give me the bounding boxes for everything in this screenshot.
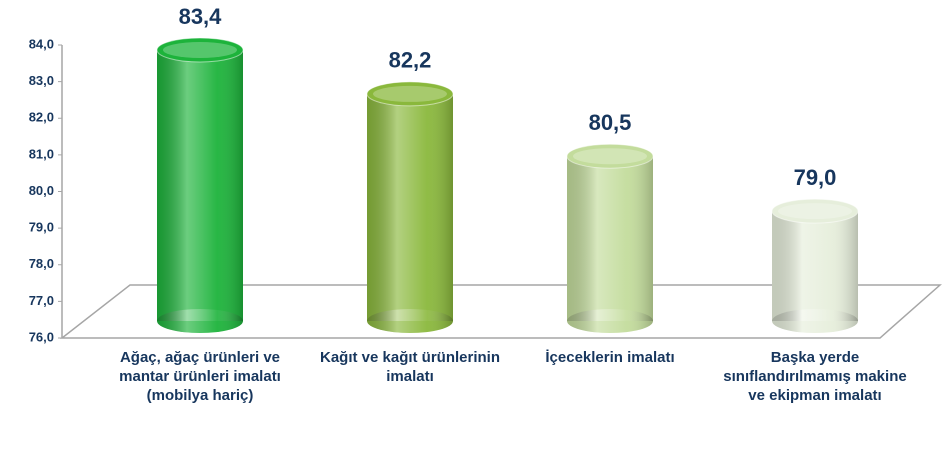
y-tick-label: 84,0 bbox=[29, 36, 54, 51]
bar-top-shine bbox=[778, 203, 852, 220]
bar-top bbox=[566, 143, 654, 169]
value-label: 83,4 bbox=[179, 4, 223, 29]
bar-top bbox=[366, 81, 454, 107]
y-tick-label: 83,0 bbox=[29, 73, 54, 88]
value-label: 82,2 bbox=[389, 48, 432, 73]
y-tick-label: 76,0 bbox=[29, 329, 54, 344]
bar-top-shine bbox=[163, 41, 237, 58]
bar-highlight bbox=[367, 93, 453, 321]
value-label: 79,0 bbox=[794, 165, 837, 190]
value-label: 80,5 bbox=[589, 110, 632, 135]
y-tick-label: 77,0 bbox=[29, 293, 54, 308]
x-tick-label: İçeceklerin imalatı bbox=[545, 349, 675, 366]
bar-top-shine bbox=[573, 148, 647, 165]
y-tick-label: 81,0 bbox=[29, 146, 54, 161]
x-tick-label: Ağaç, ağaç ürünleri ve mantar ürünleri i… bbox=[119, 349, 281, 404]
bar-top-shine bbox=[373, 85, 447, 102]
bar-top bbox=[771, 198, 859, 224]
y-tick-label: 78,0 bbox=[29, 256, 54, 271]
y-tick-label: 79,0 bbox=[29, 220, 54, 235]
floor bbox=[59, 284, 942, 339]
x-tick-label: Kağıt ve kağıt ürünlerinin imalatı bbox=[319, 349, 501, 385]
bar-highlight bbox=[772, 211, 858, 321]
bar-highlight bbox=[157, 49, 243, 321]
y-tick-label: 82,0 bbox=[29, 110, 54, 125]
bar-highlight bbox=[567, 156, 653, 321]
x-tick-label: Başka yerde sınıflandırılmamış makine ve… bbox=[723, 349, 907, 404]
y-tick-label: 80,0 bbox=[29, 183, 54, 198]
bar-top bbox=[156, 37, 244, 63]
